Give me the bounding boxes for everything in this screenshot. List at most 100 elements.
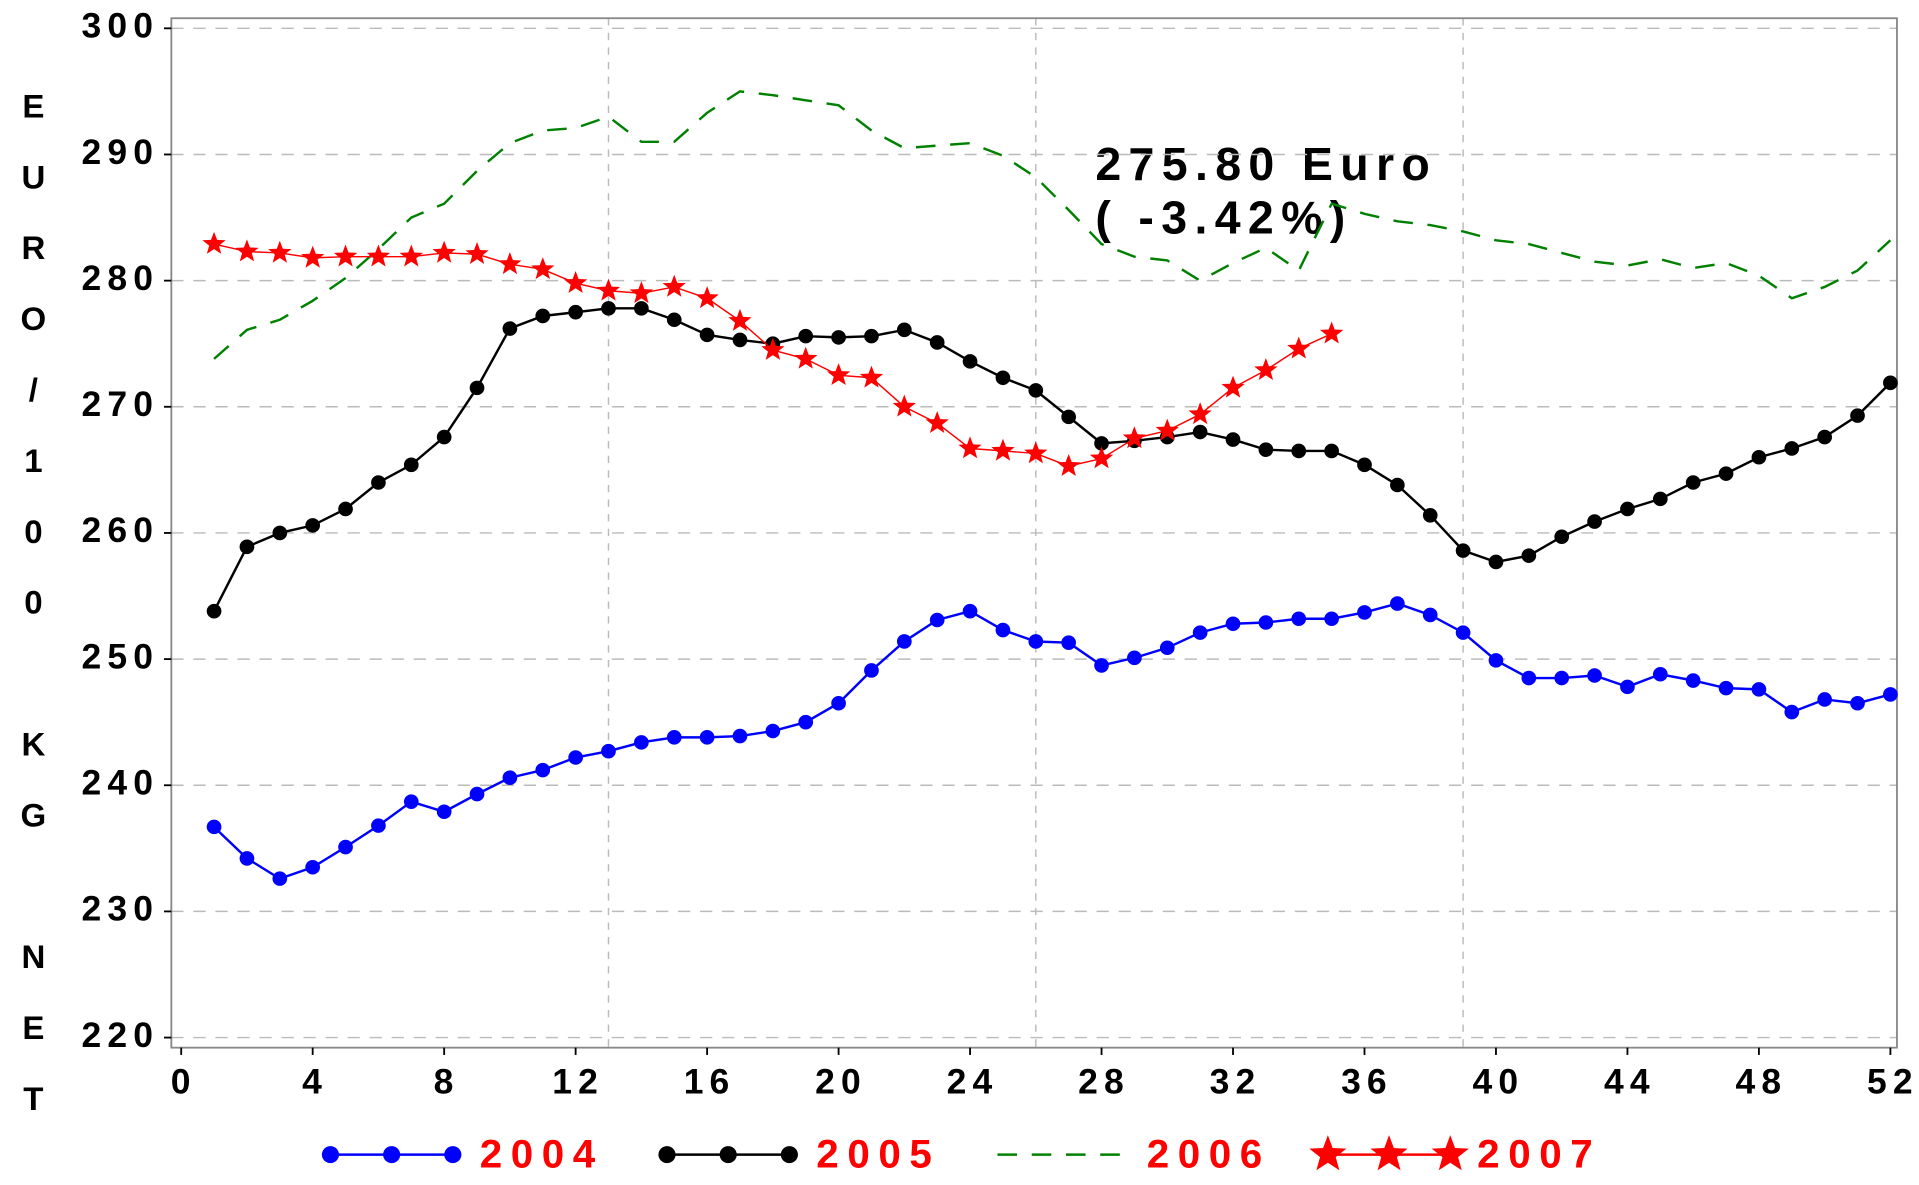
y-tick-label: 260 [82, 511, 160, 550]
point [206, 819, 222, 835]
x-tick-label: 40 [1473, 1063, 1525, 1102]
point [1422, 507, 1438, 523]
point [1159, 640, 1175, 656]
point [399, 244, 423, 267]
point [728, 308, 752, 331]
point [305, 859, 321, 875]
grid [171, 18, 1897, 1048]
point [1751, 682, 1767, 697]
point [1024, 441, 1048, 464]
point [596, 278, 621, 301]
point [1784, 441, 1800, 456]
point [432, 240, 456, 263]
point [1188, 402, 1212, 425]
point [1258, 615, 1274, 630]
point [798, 714, 814, 730]
legend-marker [1309, 1135, 1347, 1171]
point [864, 663, 879, 678]
x-tick-label: 52 [1867, 1063, 1919, 1102]
point [1817, 692, 1833, 707]
point [1587, 668, 1602, 683]
point [699, 327, 715, 343]
x-tick-label: 32 [1210, 1063, 1262, 1102]
point [1817, 429, 1833, 445]
point [1057, 453, 1081, 476]
point [634, 301, 649, 316]
point [333, 244, 358, 267]
legend-item: 2007 [1309, 1132, 1601, 1177]
x-tick-label: 20 [815, 1063, 867, 1102]
point [1718, 680, 1734, 696]
point [1155, 418, 1179, 441]
point [859, 365, 884, 388]
point [568, 304, 583, 320]
point [1620, 679, 1635, 695]
point [371, 475, 386, 490]
legend-label: 2007 [1477, 1132, 1601, 1177]
point [206, 603, 222, 619]
point [1390, 596, 1405, 611]
point [403, 794, 419, 809]
point [798, 328, 814, 344]
legend-marker [719, 1146, 737, 1164]
point [268, 240, 292, 263]
point [991, 438, 1015, 461]
point [1357, 605, 1372, 620]
point [338, 839, 353, 855]
point [1784, 704, 1800, 720]
point [1718, 466, 1734, 481]
legend-label: 2006 [1147, 1132, 1271, 1177]
point [1685, 475, 1701, 490]
point [1254, 358, 1278, 381]
x-tick-label: 4 [302, 1063, 328, 1102]
point [761, 337, 785, 360]
point [1324, 443, 1339, 459]
point [1883, 687, 1898, 702]
point [502, 770, 518, 785]
point [864, 328, 879, 344]
point [366, 244, 391, 267]
point [666, 730, 682, 745]
x-tick-label: 12 [552, 1063, 604, 1102]
point [305, 518, 321, 533]
point [1455, 543, 1471, 558]
x-tick-label: 44 [1604, 1063, 1656, 1102]
point [1685, 673, 1701, 688]
point [1287, 336, 1311, 359]
point [272, 525, 288, 541]
legend-marker [1431, 1135, 1469, 1171]
point [1028, 634, 1044, 649]
legend-item: 2004 [321, 1132, 595, 1177]
point [1620, 501, 1635, 517]
point [892, 394, 916, 417]
point [831, 330, 846, 345]
point [1061, 409, 1077, 425]
point [666, 312, 682, 328]
point [1221, 375, 1245, 398]
series-line [212, 307, 1892, 612]
y-tick-label: 230 [82, 890, 160, 929]
series-line [213, 90, 1892, 360]
point [1850, 408, 1865, 423]
point [1122, 426, 1147, 449]
point [1850, 695, 1865, 711]
point [601, 743, 616, 759]
point [338, 501, 353, 517]
legend-item: 2006 [997, 1132, 1271, 1177]
point [403, 457, 419, 473]
point [1422, 607, 1438, 623]
legend-marker [444, 1146, 462, 1164]
point [896, 634, 912, 649]
point [732, 332, 748, 348]
series-line [213, 602, 1891, 880]
point [1883, 375, 1898, 391]
point [662, 274, 686, 297]
point [1291, 611, 1307, 627]
point [239, 539, 255, 555]
point [1089, 446, 1114, 469]
y-tick-label: 250 [82, 638, 160, 677]
point [929, 335, 945, 350]
point [1488, 653, 1504, 668]
point [1554, 529, 1570, 545]
